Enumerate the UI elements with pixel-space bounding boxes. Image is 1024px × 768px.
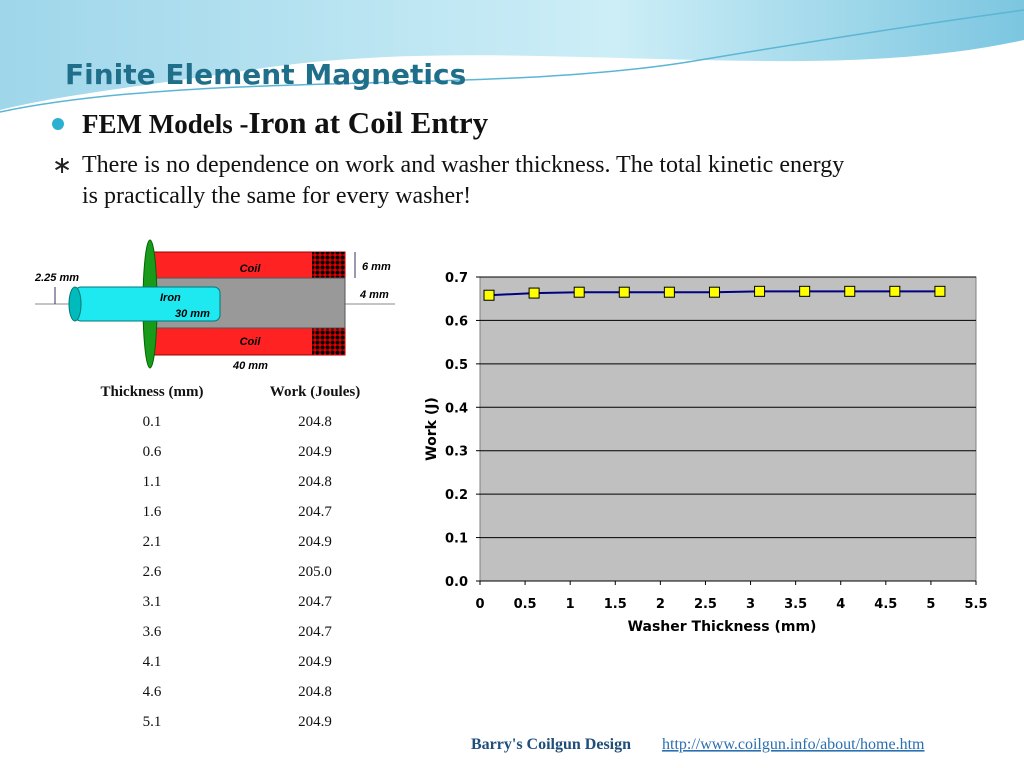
marker [663,286,675,298]
diagram-label: 4 mm [359,289,389,301]
table-cell: 204.8 [298,684,332,700]
chart: 0.0 0.1 0.2 0.3 0.4 0.5 0.6 0.7 0 0.5 1 1.5 2 2.5 3 3.5… [424,271,988,635]
diagram-label: 30 mm [175,308,210,320]
table-cell: 205.0 [298,564,332,580]
y-axis-label: Work (J) [424,397,440,461]
table-cell: 204.7 [298,504,332,520]
diagram-label: Coil [240,336,262,348]
title: Finite Element Magnetics [65,58,466,91]
wave-line [0,9,1024,113]
table-cell: 2.6 [143,564,162,580]
data-table: Thickness (mm) Work (Joules) 0.1 204.8 0.6… [101,384,361,730]
x-tick-label: 1 [566,597,575,612]
marker [483,289,495,301]
diagram-label: 6 mm [362,261,391,273]
x-tick-label: 3.5 [784,597,807,612]
table-cell: 204.9 [298,534,332,550]
table-cell: 204.7 [298,624,332,640]
table-cell: 2.1 [143,534,162,550]
bullet: ∗ [52,151,72,179]
table-cell: 204.8 [298,414,332,430]
marker [528,287,540,299]
coil-diagram: Coil Coil Iron 30 mm 2.25 mm 6 mm 4 mm 4… [34,239,395,372]
diagram-label: 2.25 mm [34,272,79,284]
x-tick-label: 0.5 [514,597,537,612]
coil-winding [312,328,345,355]
body-text: There is no dependence on work and washe… [82,152,844,178]
x-tick-label: 5.5 [964,597,987,612]
x-tick-label: 4.5 [874,597,897,612]
body-text: is practically the same for every washer… [82,183,471,209]
x-tick-label: 4 [836,597,845,612]
table-cell: 3.1 [143,594,162,610]
marker [708,286,720,298]
bullet-text: FEM Models -Iron at Coil Entry [82,105,489,140]
table-cell: 204.9 [298,654,332,670]
y-tick-label: 0.7 [445,271,468,286]
iron-end [68,286,82,322]
marker [844,285,856,297]
table-cell: 4.1 [143,654,162,670]
table-cell: 0.6 [143,444,162,460]
x-tick-label: 2 [656,597,665,612]
table-cell: 1.1 [143,474,162,490]
y-tick-label: 0.0 [445,575,468,590]
header-wave [0,0,1024,110]
y-tick-label: 0.5 [445,358,468,373]
table-cell: 204.9 [298,444,332,460]
plot-area [479,276,977,582]
marker [573,286,585,298]
y-tick-label: 0.4 [445,401,468,416]
diagram-label: Iron [160,292,181,304]
diagram-label: 40 mm [232,360,268,372]
diagram-label: Coil [240,263,262,275]
x-tick-label: 2.5 [694,597,717,612]
x-tick-label: 0 [475,597,484,612]
table-cell: 204.9 [298,714,332,730]
footer-link[interactable]: http://www.coilgun.info/about/home.htm [662,736,925,753]
column-header: Thickness (mm) [101,384,204,400]
table-cell: 0.1 [143,414,162,430]
table-cell: 3.6 [143,624,162,640]
column-header: Work (Joules) [270,384,360,400]
marker [618,286,630,298]
table-cell: 204.8 [298,474,332,490]
y-tick-label: 0.3 [445,445,468,460]
marker [934,285,946,297]
x-tick-label: 5 [926,597,935,612]
x-tick-label: 3 [746,597,755,612]
y-tick-label: 0.1 [445,532,468,547]
marker [889,285,901,297]
footer-source: Barry's Coilgun Design [471,736,631,753]
y-tick-label: 0.6 [445,314,468,329]
x-tick-label: 1.5 [604,597,627,612]
y-tick-label: 0.2 [445,488,468,503]
bullet [52,118,64,130]
table-cell: 5.1 [143,714,162,730]
table-cell: 1.6 [143,504,162,520]
x-axis-label: Washer Thickness (mm) [628,619,817,635]
coil-winding [312,252,345,278]
marker [754,285,766,297]
marker [799,285,811,297]
table-cell: 4.6 [143,684,162,700]
table-cell: 204.7 [298,594,332,610]
